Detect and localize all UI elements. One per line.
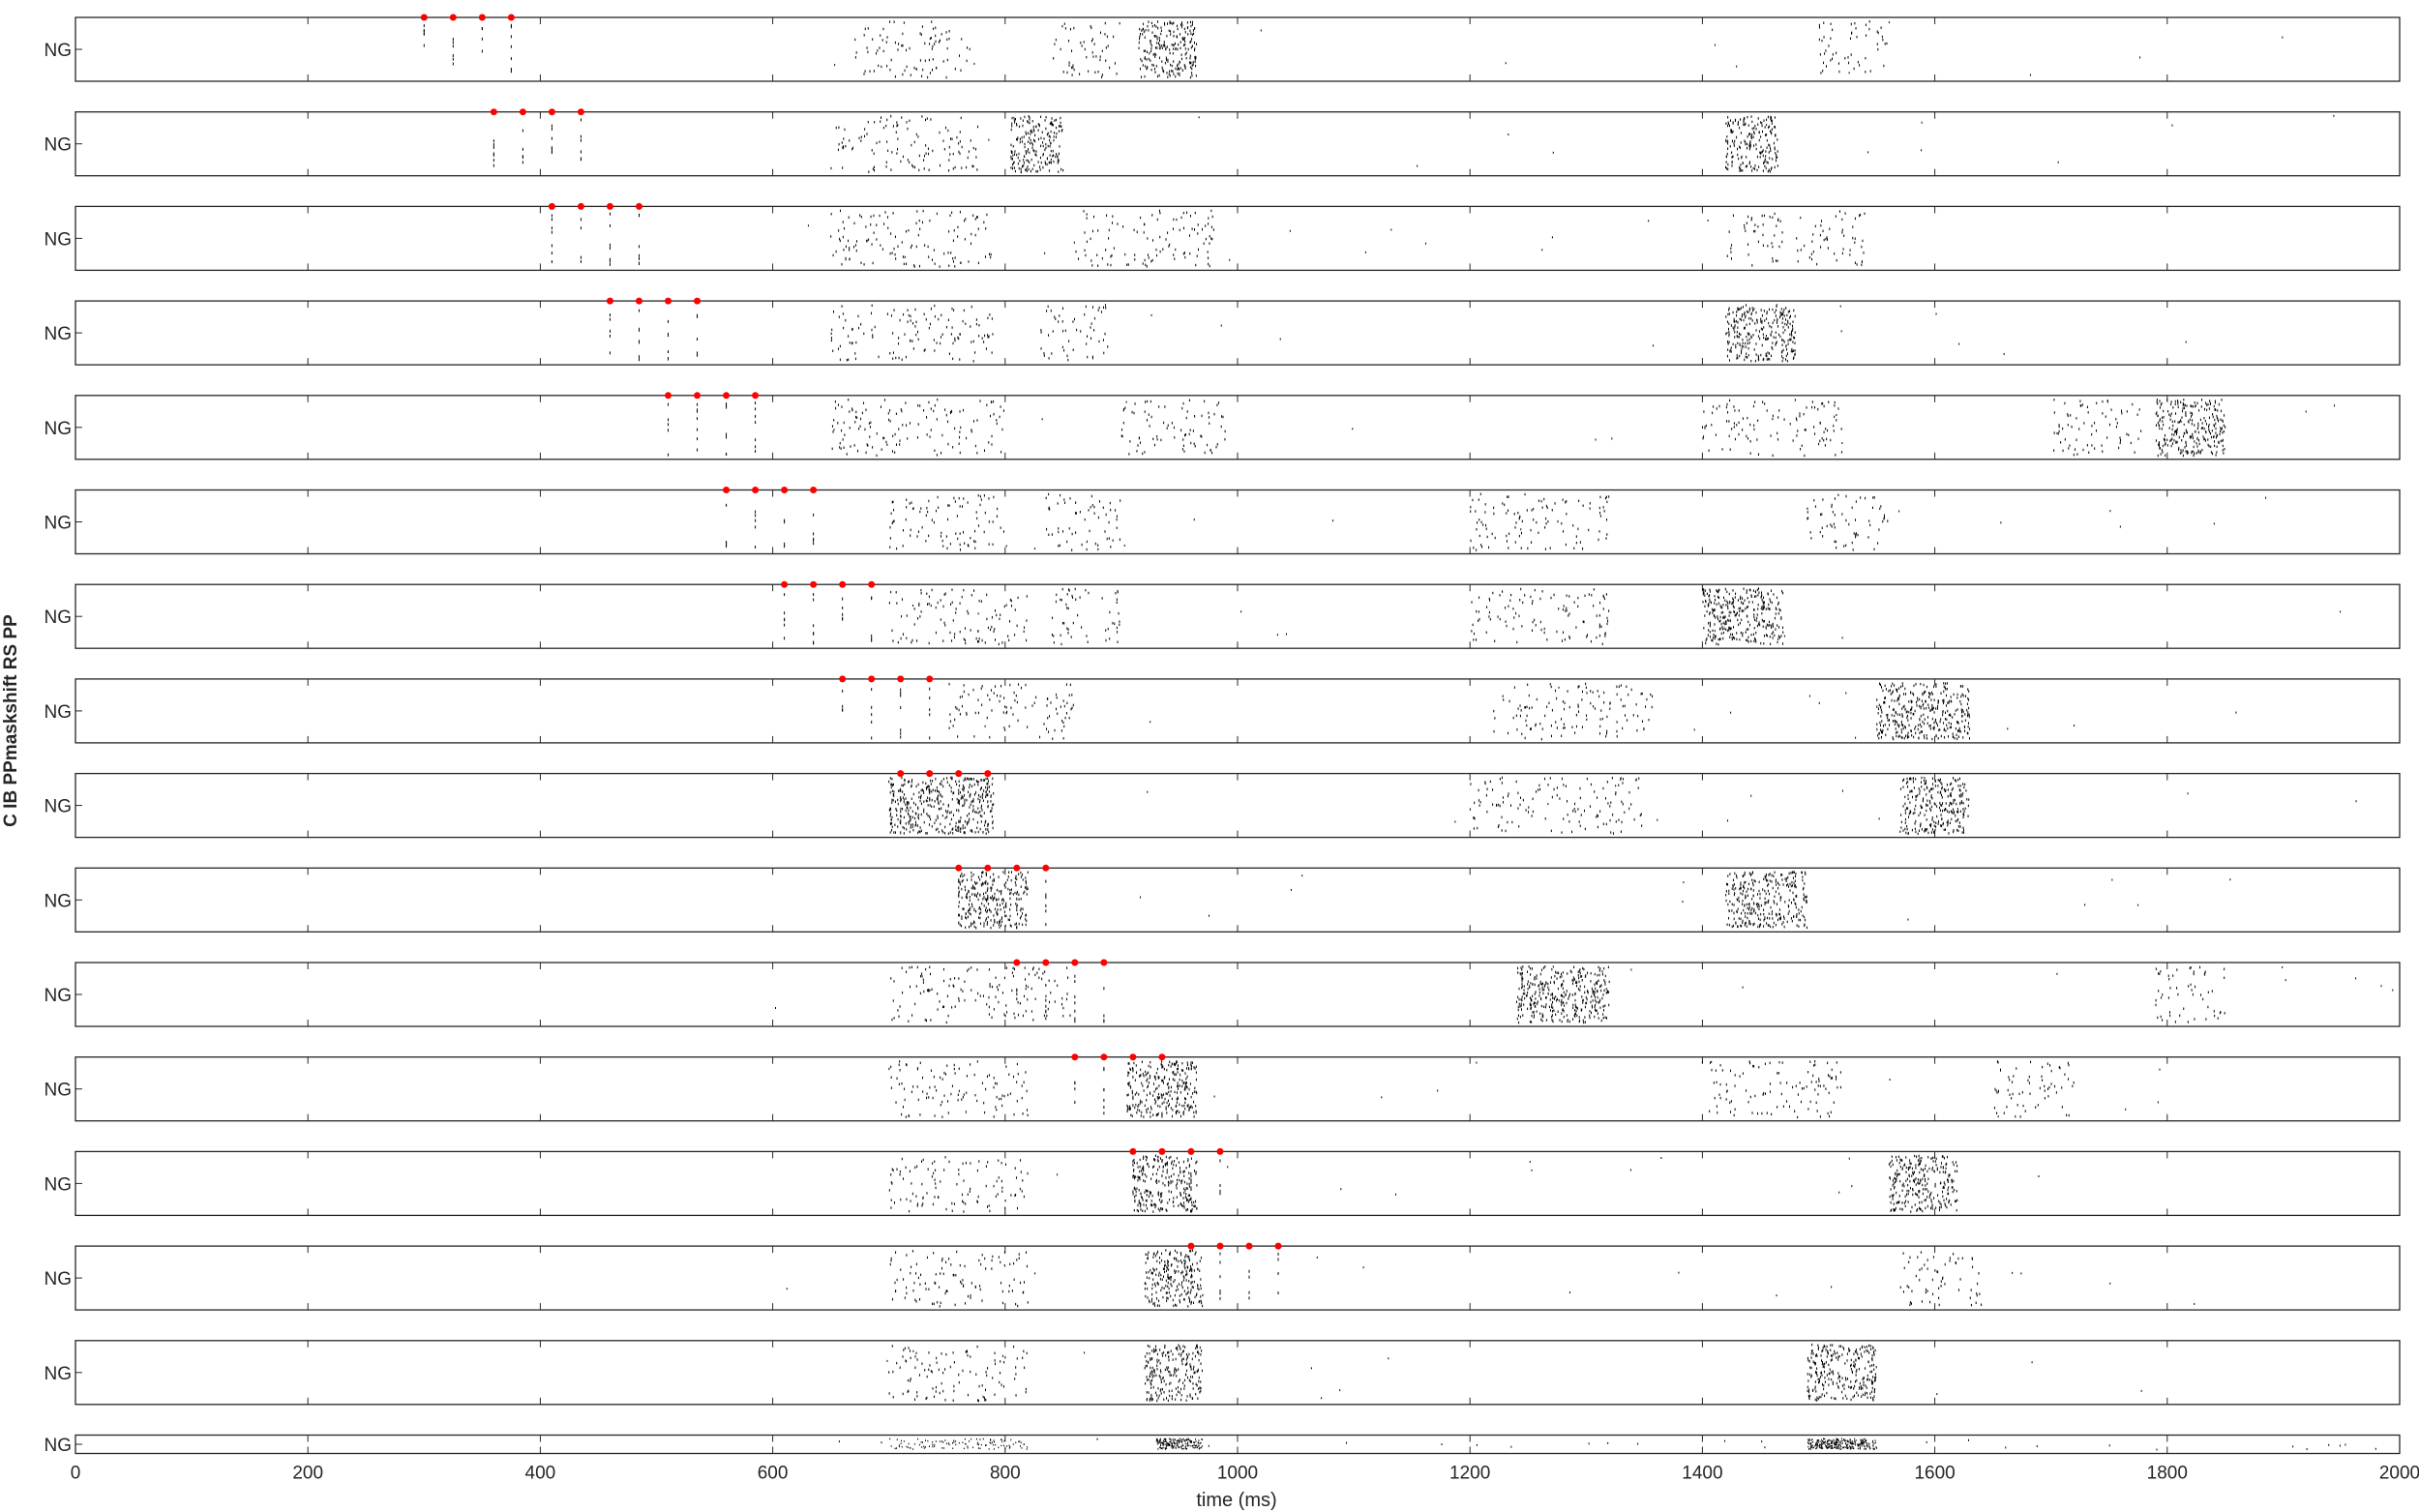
- raster-panel: NG: [45, 202, 2401, 272]
- panel-frame: [75, 772, 2401, 839]
- raster-panel: NG: [45, 487, 2401, 555]
- pulse-marker: [868, 675, 876, 683]
- panel-frame: [75, 678, 2401, 744]
- pulse-marker: [548, 202, 555, 210]
- panel-frame: [75, 583, 2401, 649]
- panel-label: NG: [45, 41, 73, 61]
- pulse-marker: [420, 14, 428, 21]
- panel-frame: [75, 489, 2401, 555]
- pulse-marker: [752, 487, 760, 493]
- pulse-marker: [723, 487, 731, 493]
- raster-panel: NG: [45, 392, 2401, 460]
- spike-group: [807, 209, 1866, 268]
- pulse-marker: [635, 297, 642, 305]
- pulse-marker: [606, 202, 613, 210]
- spike-group: [889, 492, 2267, 551]
- raster-panel: NG: [45, 770, 2401, 839]
- pulse-marker: [723, 392, 731, 400]
- spike-group: [888, 587, 2342, 646]
- pulse-marker: [752, 392, 760, 400]
- pulse-marker: [839, 580, 847, 588]
- pulse-marker: [478, 14, 486, 21]
- pulse-marker: [839, 675, 847, 683]
- raster-panel: NG: [45, 108, 2401, 177]
- spike-group: [830, 114, 2335, 174]
- pulse-marker: [897, 675, 905, 683]
- pulse-marker: [606, 297, 613, 305]
- spike-group: [830, 304, 2187, 363]
- panel-label: NG: [45, 514, 73, 534]
- pulse-marker: [781, 487, 789, 493]
- pulse-marker: [781, 580, 789, 588]
- panel-frame: [75, 300, 2401, 366]
- panel-frame: [75, 111, 2401, 177]
- pulse-marker: [665, 297, 672, 305]
- pulse-marker: [548, 108, 555, 116]
- raster-panel: NG: [45, 675, 2401, 744]
- panel-label: NG: [45, 229, 73, 250]
- raster-panel: NG: [45, 14, 2401, 82]
- pulse-marker: [577, 108, 584, 116]
- raster-panel: NG: [45, 297, 2401, 366]
- panel-label: NG: [45, 702, 73, 723]
- panel-frame: [75, 395, 2401, 460]
- spike-group: [831, 398, 2336, 458]
- pulse-marker: [519, 108, 526, 116]
- pulse-marker: [868, 580, 876, 588]
- spike-group: [834, 20, 2284, 79]
- panel-label: NG: [45, 797, 73, 817]
- pulse-marker: [449, 14, 457, 21]
- pulse-marker: [810, 487, 818, 493]
- pulse-marker: [577, 202, 584, 210]
- pulse-marker: [635, 202, 642, 210]
- panel-frame: [75, 205, 2401, 272]
- spike-group: [888, 776, 2357, 836]
- panel-label: NG: [45, 419, 73, 439]
- panel-label: NG: [45, 135, 73, 156]
- pulse-marker: [665, 392, 672, 400]
- panel-label: NG: [45, 608, 73, 628]
- pulse-marker: [507, 14, 515, 21]
- panel-label: NG: [45, 324, 73, 344]
- pulse-marker: [694, 392, 702, 400]
- pulse-marker: [490, 108, 497, 116]
- pulse-marker: [810, 580, 818, 588]
- raster-panel: NG: [45, 580, 2401, 649]
- spike-group: [948, 682, 2237, 741]
- pulse-marker: [694, 297, 702, 305]
- pulse-marker: [926, 675, 934, 683]
